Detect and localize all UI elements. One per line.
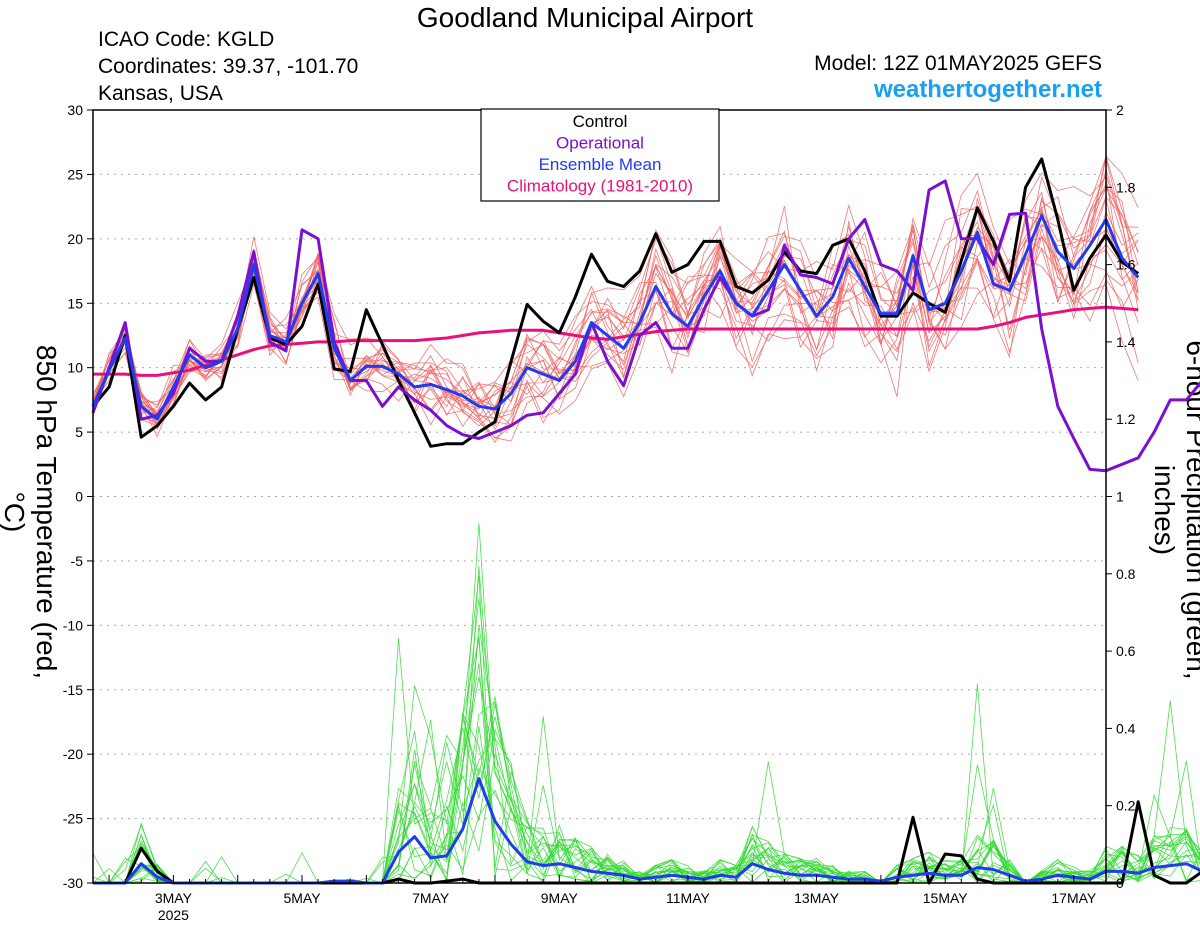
y-tick-label-left: 10 (67, 360, 83, 376)
y-tick-label-right: 0.2 (1116, 798, 1136, 814)
series-line-climatology-1981-2010 (93, 305, 1139, 377)
y-tick-label-left: 5 (75, 424, 83, 440)
x-tick-label: 5MAY (283, 890, 321, 906)
legend-box (480, 108, 720, 202)
y-tick-label-right: 0 (1116, 875, 1124, 891)
y-tick-label-right: 0.8 (1116, 566, 1136, 582)
ensemble-member-temperature-line (92, 198, 1139, 418)
ensemble-members-temperature (92, 155, 1139, 444)
y-tick-label-right: 1.2 (1116, 411, 1136, 427)
y-tick-label-left: 30 (67, 102, 83, 118)
y-tick-label-right: 0.4 (1116, 720, 1136, 736)
y-tick-label-left: -25 (63, 811, 83, 827)
y-tick-label-left: 15 (67, 295, 83, 311)
legend-entry: Ensemble Mean (539, 155, 662, 174)
x-tick-label: 9MAY (541, 890, 579, 906)
x-tick-label: 13MAY (794, 890, 840, 906)
x-tick-sublabel: 2025 (158, 907, 189, 923)
x-tick-label: 11MAY (666, 890, 710, 906)
y-tick-label-right: 2 (1116, 102, 1124, 118)
legend-entry: Climatology (1981-2010) (507, 177, 693, 196)
x-tick-label: 15MAY (923, 890, 969, 906)
series-line-operational (91, 179, 1200, 473)
y-tick-label-right: 1.4 (1116, 334, 1136, 350)
legend-entry: Operational (556, 134, 644, 153)
x-tick-label: 7MAY (412, 890, 450, 906)
icao-code: ICAO Code: KGLD (98, 28, 275, 51)
y-tick-label-right: 1 (1116, 489, 1124, 505)
y-tick-label-left: 20 (67, 231, 83, 247)
model-label: Model: 12Z 01MAY2025 GEFS (814, 52, 1102, 75)
ensemble-member-temperature-line (92, 167, 1139, 444)
x-tick-label: 3MAY (155, 890, 193, 906)
coordinates: Coordinates: 39.37, -101.70 (98, 55, 359, 78)
y-tick-label-right: 1.8 (1116, 179, 1136, 195)
y-tick-label-left: 0 (75, 489, 83, 505)
series-line-ensemble-mean (91, 214, 1140, 421)
x-tick-label: 17MAY (1051, 890, 1097, 906)
site-link[interactable]: weathertogether.net (873, 76, 1102, 103)
y-tick-label-left: -20 (63, 746, 83, 762)
location: Kansas, USA (98, 82, 223, 105)
y-tick-label-left: -30 (63, 875, 83, 891)
y-tick-label-right: 1.6 (1116, 257, 1136, 273)
y-tick-label-left: -10 (63, 617, 83, 633)
y-tick-label-left: -15 (63, 682, 83, 698)
y-tick-label-left: -5 (71, 553, 84, 569)
chart-title: Goodland Municipal Airport (416, 2, 754, 33)
y-tick-label-left: 25 (67, 166, 83, 182)
y-tick-label-right: 0.6 (1116, 643, 1136, 659)
legend-entry: Control (573, 112, 628, 131)
